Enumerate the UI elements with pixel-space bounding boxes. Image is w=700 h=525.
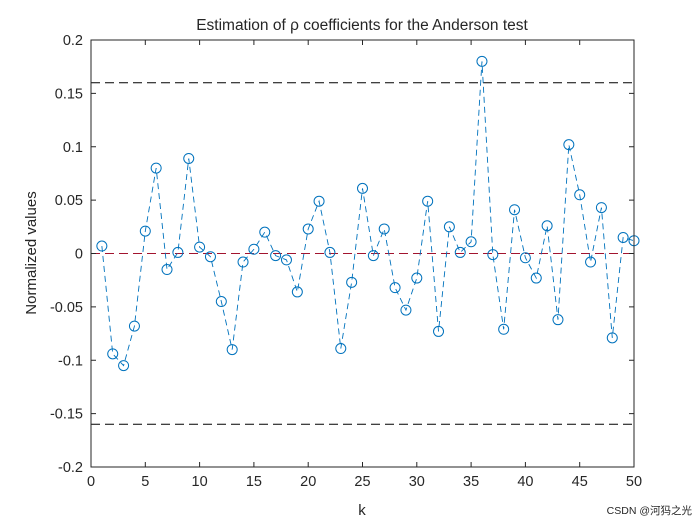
x-tick-label: 45 [572,474,588,490]
data-point-k47 [595,202,607,214]
data-series [96,55,640,372]
data-point-k40 [519,252,531,264]
data-point-k15 [248,243,260,255]
y-tick-label: 0.2 [63,33,83,49]
data-point-k7 [161,264,173,276]
data-point-k4 [128,320,140,332]
data-point-k38 [498,323,510,335]
tick-labels: 0 5 10 15 20 25 30 35 40 45 50 -0.2 -0.15 -0.1 -0.05 0 0… [50,33,642,490]
y-tick-label: -0.15 [50,407,83,423]
data-point-k24 [346,276,358,288]
x-tick-label: 0 [87,474,95,490]
data-point-k8 [172,246,184,258]
reference-lines [91,82,634,425]
x-tick-label: 50 [626,474,642,490]
data-point-k36 [476,55,488,67]
data-point-k44 [563,139,575,151]
data-point-k10 [194,241,206,253]
data-point-k5 [139,225,151,237]
data-point-k2 [107,348,119,360]
x-tick-label: 10 [192,474,208,490]
watermark: CSDN @河犸之光 [607,504,693,517]
y-tick-label: -0.1 [58,353,83,369]
y-tick-label: 0.1 [63,140,83,156]
data-point-k20 [302,223,314,235]
data-point-k34 [454,246,466,258]
data-point-k9 [183,152,195,164]
x-tick-label: 40 [517,474,533,490]
data-point-k29 [400,304,412,316]
y-tick-label: -0.2 [58,460,83,476]
data-point-k43 [552,314,564,326]
data-point-k17 [270,250,282,262]
y-tick-label: 0.05 [55,193,83,209]
data-point-k37 [487,249,499,261]
data-point-k16 [259,226,271,238]
x-tick-label: 20 [300,474,316,490]
axis-ticks [90,39,635,468]
y-axis-label: Normalized values [23,191,40,314]
data-point-k27 [378,223,390,235]
chart-title: Estimation of ρ coefficients for the And… [196,17,528,34]
data-point-k11 [204,251,216,263]
y-tick-label: 0.15 [55,86,83,102]
x-axis-label: k [358,502,366,519]
data-point-k12 [215,296,227,308]
data-point-k26 [367,250,379,262]
data-point-k18 [280,254,292,266]
x-tick-label: 5 [141,474,149,490]
data-point-k33 [443,221,455,233]
data-point-k39 [509,204,521,216]
series-line [101,61,635,367]
data-point-k19 [291,286,303,298]
data-point-k35 [465,236,477,248]
data-point-k22 [324,246,336,258]
x-tick-label: 25 [354,474,370,490]
data-point-k14 [237,256,249,268]
data-point-k6 [150,162,162,174]
y-tick-label: -0.05 [50,300,83,316]
data-point-k23 [335,343,347,355]
data-point-k42 [541,220,553,232]
data-point-k21 [313,195,325,207]
data-point-k13 [226,344,238,356]
data-point-k41 [530,272,542,284]
data-point-k48 [606,332,618,344]
data-point-k3 [118,360,130,372]
data-point-k31 [422,195,434,207]
x-tick-label: 30 [409,474,425,490]
data-point-k45 [574,189,586,201]
data-point-k25 [357,182,368,194]
data-point-k49 [617,231,629,243]
data-point-k1 [96,240,108,252]
x-tick-label: 35 [463,474,479,490]
y-tick-label: 0 [75,247,83,263]
data-point-k32 [433,325,445,337]
data-point-k46 [585,256,597,268]
data-point-k30 [411,272,423,284]
data-point-k28 [389,282,401,294]
x-tick-label: 15 [246,474,262,490]
